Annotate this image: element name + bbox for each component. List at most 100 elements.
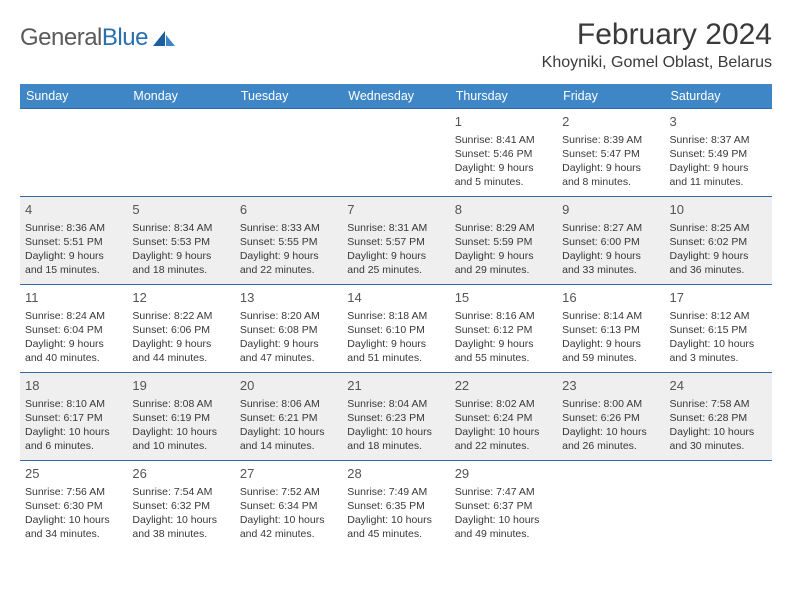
day-sunset: Sunset: 6:35 PM <box>347 499 444 513</box>
day-number: 5 <box>132 201 229 219</box>
day-day2: and 34 minutes. <box>25 527 122 541</box>
day-sunrise: Sunrise: 8:04 AM <box>347 397 444 411</box>
day-day2: and 6 minutes. <box>25 439 122 453</box>
day-cell: 27Sunrise: 7:52 AMSunset: 6:34 PMDayligh… <box>235 461 342 549</box>
day-number: 16 <box>562 289 659 307</box>
day-sunrise: Sunrise: 8:29 AM <box>455 221 552 235</box>
day-day2: and 33 minutes. <box>562 263 659 277</box>
day-sunset: Sunset: 5:46 PM <box>455 147 552 161</box>
day-day1: Daylight: 10 hours <box>132 425 229 439</box>
day-day2: and 8 minutes. <box>562 175 659 189</box>
day-day1: Daylight: 10 hours <box>455 425 552 439</box>
week-row: 18Sunrise: 8:10 AMSunset: 6:17 PMDayligh… <box>20 373 772 461</box>
calendar-body: 1Sunrise: 8:41 AMSunset: 5:46 PMDaylight… <box>20 109 772 549</box>
day-sunset: Sunset: 5:57 PM <box>347 235 444 249</box>
day-cell: 11Sunrise: 8:24 AMSunset: 6:04 PMDayligh… <box>20 285 127 373</box>
day-header: Tuesday <box>235 84 342 109</box>
day-cell: 26Sunrise: 7:54 AMSunset: 6:32 PMDayligh… <box>127 461 234 549</box>
day-number: 27 <box>240 465 337 483</box>
day-cell: 14Sunrise: 8:18 AMSunset: 6:10 PMDayligh… <box>342 285 449 373</box>
day-day1: Daylight: 9 hours <box>562 249 659 263</box>
day-day1: Daylight: 9 hours <box>455 161 552 175</box>
day-cell: 24Sunrise: 7:58 AMSunset: 6:28 PMDayligh… <box>665 373 772 461</box>
day-day1: Daylight: 9 hours <box>132 249 229 263</box>
day-cell: 1Sunrise: 8:41 AMSunset: 5:46 PMDaylight… <box>450 109 557 197</box>
day-sunrise: Sunrise: 8:31 AM <box>347 221 444 235</box>
day-sunrise: Sunrise: 8:22 AM <box>132 309 229 323</box>
day-day1: Daylight: 9 hours <box>240 249 337 263</box>
logo-text-part1: General <box>20 24 102 51</box>
day-cell: 17Sunrise: 8:12 AMSunset: 6:15 PMDayligh… <box>665 285 772 373</box>
day-sunrise: Sunrise: 8:34 AM <box>132 221 229 235</box>
day-header: Monday <box>127 84 234 109</box>
day-sunset: Sunset: 5:53 PM <box>132 235 229 249</box>
day-sunrise: Sunrise: 8:06 AM <box>240 397 337 411</box>
day-day2: and 18 minutes. <box>132 263 229 277</box>
day-header: Thursday <box>450 84 557 109</box>
day-day2: and 15 minutes. <box>25 263 122 277</box>
day-sunrise: Sunrise: 7:49 AM <box>347 485 444 499</box>
header: GeneralBlue February 2024 Khoyniki, Gome… <box>20 18 772 72</box>
day-day2: and 49 minutes. <box>455 527 552 541</box>
day-sunrise: Sunrise: 8:25 AM <box>670 221 767 235</box>
day-cell: 3Sunrise: 8:37 AMSunset: 5:49 PMDaylight… <box>665 109 772 197</box>
day-sunrise: Sunrise: 8:00 AM <box>562 397 659 411</box>
day-day2: and 18 minutes. <box>347 439 444 453</box>
day-sunrise: Sunrise: 8:18 AM <box>347 309 444 323</box>
day-day1: Daylight: 9 hours <box>670 249 767 263</box>
location: Khoyniki, Gomel Oblast, Belarus <box>542 54 772 72</box>
day-day1: Daylight: 9 hours <box>347 337 444 351</box>
day-day1: Daylight: 9 hours <box>455 249 552 263</box>
day-day1: Daylight: 10 hours <box>455 513 552 527</box>
day-cell: 13Sunrise: 8:20 AMSunset: 6:08 PMDayligh… <box>235 285 342 373</box>
week-row: 25Sunrise: 7:56 AMSunset: 6:30 PMDayligh… <box>20 461 772 549</box>
week-row: 1Sunrise: 8:41 AMSunset: 5:46 PMDaylight… <box>20 109 772 197</box>
day-cell: 7Sunrise: 8:31 AMSunset: 5:57 PMDaylight… <box>342 197 449 285</box>
day-sunset: Sunset: 6:26 PM <box>562 411 659 425</box>
day-cell <box>127 109 234 197</box>
day-sunset: Sunset: 5:55 PM <box>240 235 337 249</box>
day-sunset: Sunset: 6:04 PM <box>25 323 122 337</box>
day-sunset: Sunset: 6:24 PM <box>455 411 552 425</box>
day-sunrise: Sunrise: 8:37 AM <box>670 133 767 147</box>
logo-text: GeneralBlue <box>20 24 148 52</box>
day-number: 21 <box>347 377 444 395</box>
day-sunset: Sunset: 6:32 PM <box>132 499 229 513</box>
day-cell: 2Sunrise: 8:39 AMSunset: 5:47 PMDaylight… <box>557 109 664 197</box>
day-header-row: Sunday Monday Tuesday Wednesday Thursday… <box>20 84 772 109</box>
day-sunset: Sunset: 6:13 PM <box>562 323 659 337</box>
day-cell: 4Sunrise: 8:36 AMSunset: 5:51 PMDaylight… <box>20 197 127 285</box>
day-day1: Daylight: 10 hours <box>25 425 122 439</box>
day-sunrise: Sunrise: 8:39 AM <box>562 133 659 147</box>
day-sunset: Sunset: 5:59 PM <box>455 235 552 249</box>
day-cell: 5 Sunrise: 8:34 AMSunset: 5:53 PMDaylight… <box>127 197 234 285</box>
day-cell <box>235 109 342 197</box>
day-sunset: Sunset: 6:23 PM <box>347 411 444 425</box>
day-number: 20 <box>240 377 337 395</box>
day-day2: and 38 minutes. <box>132 527 229 541</box>
day-day2: and 5 minutes. <box>455 175 552 189</box>
day-cell: 9Sunrise: 8:27 AMSunset: 6:00 PMDaylight… <box>557 197 664 285</box>
day-number: 6 <box>240 201 337 219</box>
day-number: 23 <box>562 377 659 395</box>
day-number: 8 <box>455 201 552 219</box>
day-cell: 8 Sunrise: 8:29 AMSunset: 5:59 PMDaylight… <box>450 197 557 285</box>
day-day1: Daylight: 9 hours <box>132 337 229 351</box>
day-day2: and 14 minutes. <box>240 439 337 453</box>
day-sunrise: Sunrise: 8:16 AM <box>455 309 552 323</box>
day-number: 2 <box>562 113 659 131</box>
day-sunrise: Sunrise: 7:52 AM <box>240 485 337 499</box>
day-day2: and 22 minutes. <box>240 263 337 277</box>
day-day2: and 44 minutes. <box>132 351 229 365</box>
day-sunrise: Sunrise: 8:41 AM <box>455 133 552 147</box>
day-day2: and 40 minutes. <box>25 351 122 365</box>
day-day1: Daylight: 10 hours <box>562 425 659 439</box>
day-sunrise: Sunrise: 8:36 AM <box>25 221 122 235</box>
day-day1: Daylight: 9 hours <box>347 249 444 263</box>
day-sunrise: Sunrise: 7:58 AM <box>670 397 767 411</box>
day-day1: Daylight: 10 hours <box>240 425 337 439</box>
day-sunset: Sunset: 6:37 PM <box>455 499 552 513</box>
day-number: 10 <box>670 201 767 219</box>
day-cell <box>557 461 664 549</box>
day-day2: and 45 minutes. <box>347 527 444 541</box>
